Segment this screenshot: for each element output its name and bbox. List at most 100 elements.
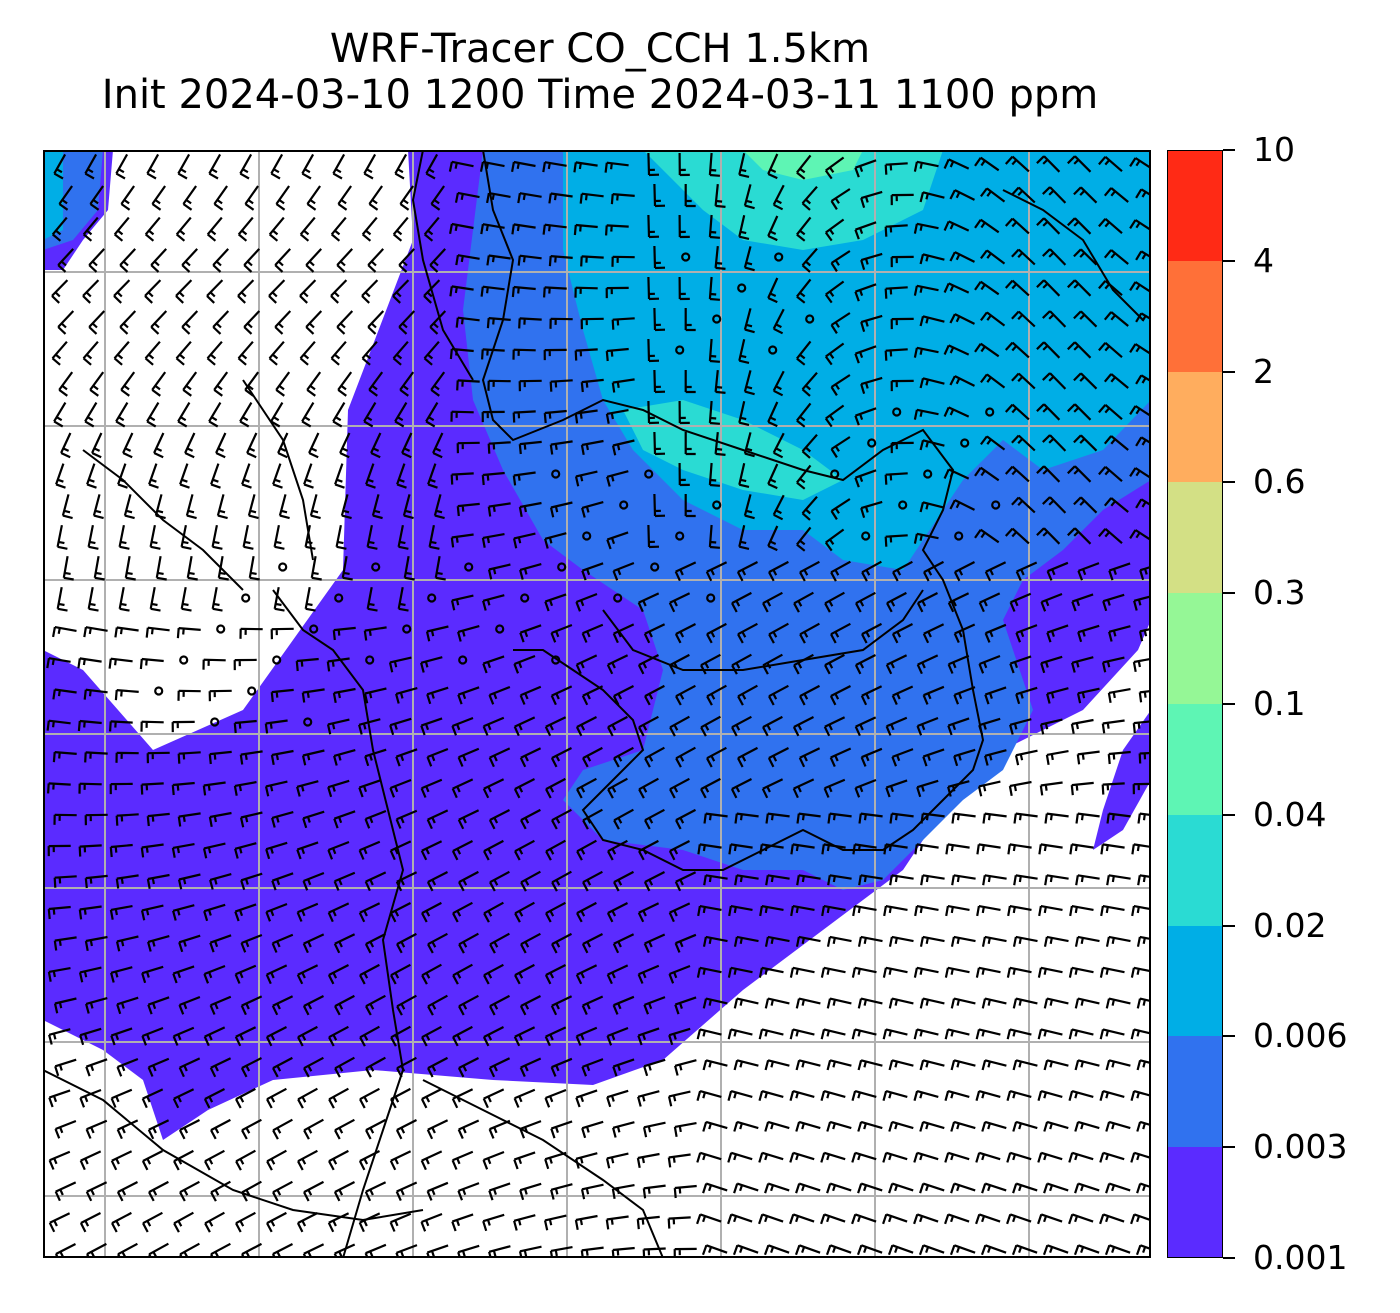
wind-barb — [668, 592, 691, 613]
wind-barb — [141, 1150, 163, 1171]
wind-barb — [151, 185, 166, 211]
colorbar-segment — [1167, 814, 1223, 926]
wind-barb — [700, 653, 721, 675]
wind-barb — [1042, 186, 1067, 204]
wind-barb — [792, 716, 814, 737]
wind-barb — [1009, 655, 1032, 674]
wind-barb — [327, 1212, 350, 1233]
wind-barb — [799, 622, 820, 644]
wind-barb — [396, 1056, 417, 1078]
wind-barb — [636, 1152, 660, 1168]
wind-barb — [482, 778, 505, 799]
wind-barb — [361, 340, 378, 366]
wind-barb — [488, 1057, 511, 1078]
wind-barb — [303, 463, 314, 489]
map-panel[interactable] — [43, 150, 1151, 1258]
wind-barb — [359, 963, 380, 985]
wind-barb — [265, 1026, 287, 1047]
wind-barb — [727, 1028, 753, 1040]
wind-barb — [53, 153, 67, 180]
wind-barb — [612, 1121, 635, 1138]
wind-barb — [389, 1212, 412, 1232]
wind-barb — [457, 1119, 480, 1140]
wind-barb — [953, 686, 976, 705]
wind-barb — [234, 1026, 257, 1047]
wind-barb — [727, 1213, 753, 1225]
wind-barb — [824, 528, 845, 552]
wind-barb — [398, 248, 416, 273]
wind-barb — [235, 1149, 256, 1171]
wind-barb — [574, 1214, 598, 1230]
wind-barb — [801, 433, 818, 459]
wind-barb — [1098, 341, 1123, 359]
calm-wind-marker — [427, 593, 437, 603]
wind-barb — [235, 1087, 256, 1109]
wind-barb — [543, 1214, 567, 1231]
wind-barb — [327, 964, 349, 985]
wind-barb — [851, 1090, 877, 1101]
wind-barb — [333, 933, 356, 954]
wind-barb — [737, 622, 758, 644]
wind-barb — [115, 874, 139, 889]
wind-barb — [366, 524, 378, 550]
wind-barb — [612, 623, 635, 644]
wind-barb — [1108, 562, 1131, 581]
wind-barb — [1074, 997, 1100, 1009]
wind-barb — [420, 1212, 443, 1232]
wind-barb — [824, 342, 845, 366]
wind-barb — [366, 586, 378, 612]
wind-barb — [1007, 843, 1032, 855]
wind-barb — [146, 402, 160, 428]
wind-barb — [919, 439, 945, 451]
wind-barb — [1012, 1059, 1038, 1071]
wind-barb — [116, 1057, 139, 1077]
wind-barb — [1036, 341, 1061, 359]
wind-barb — [544, 593, 567, 612]
wind-barb — [450, 410, 474, 422]
wind-barb — [426, 809, 449, 830]
wind-barb — [914, 843, 939, 855]
calm-wind-marker — [650, 562, 660, 572]
wind-barb — [332, 153, 346, 180]
wind-barb — [613, 870, 635, 892]
wind-barb — [882, 1151, 908, 1163]
wind-barb — [860, 747, 883, 767]
wind-barb — [953, 561, 975, 582]
wind-barb — [451, 1213, 474, 1232]
wind-barb — [667, 1216, 691, 1229]
wind-barb — [514, 963, 535, 985]
wind-barb — [171, 781, 195, 796]
wind-barb — [144, 340, 161, 366]
wind-barb — [178, 934, 201, 953]
wind-barb — [1100, 905, 1125, 917]
calm-wind-marker — [830, 469, 840, 479]
wind-barb — [767, 153, 779, 180]
wind-barb — [243, 310, 261, 335]
wind-barb — [421, 963, 442, 985]
wind-barb — [579, 192, 604, 204]
wind-barb — [211, 524, 223, 550]
wind-barb — [916, 654, 939, 675]
wind-barb — [206, 216, 223, 242]
wind-barb — [273, 586, 285, 612]
wind-barb — [208, 402, 222, 428]
wind-barb — [358, 718, 381, 735]
wind-barb — [392, 216, 409, 242]
wind-barb — [302, 995, 324, 1016]
wind-barb — [109, 843, 133, 858]
wind-barb — [239, 153, 253, 180]
wind-barb — [1076, 750, 1100, 765]
wind-barb — [454, 191, 480, 203]
wind-barb — [1067, 403, 1092, 421]
wind-barb — [79, 1212, 101, 1233]
wind-barb — [551, 808, 572, 830]
wind-barb — [612, 933, 635, 954]
wind-barb — [647, 338, 660, 363]
wind-barb — [643, 623, 666, 644]
wind-barb — [795, 935, 821, 947]
wind-barb — [272, 1118, 293, 1140]
wind-barb — [359, 1025, 380, 1047]
wind-barb — [244, 185, 259, 211]
wind-barb — [795, 1120, 821, 1132]
wind-barb — [172, 965, 195, 984]
